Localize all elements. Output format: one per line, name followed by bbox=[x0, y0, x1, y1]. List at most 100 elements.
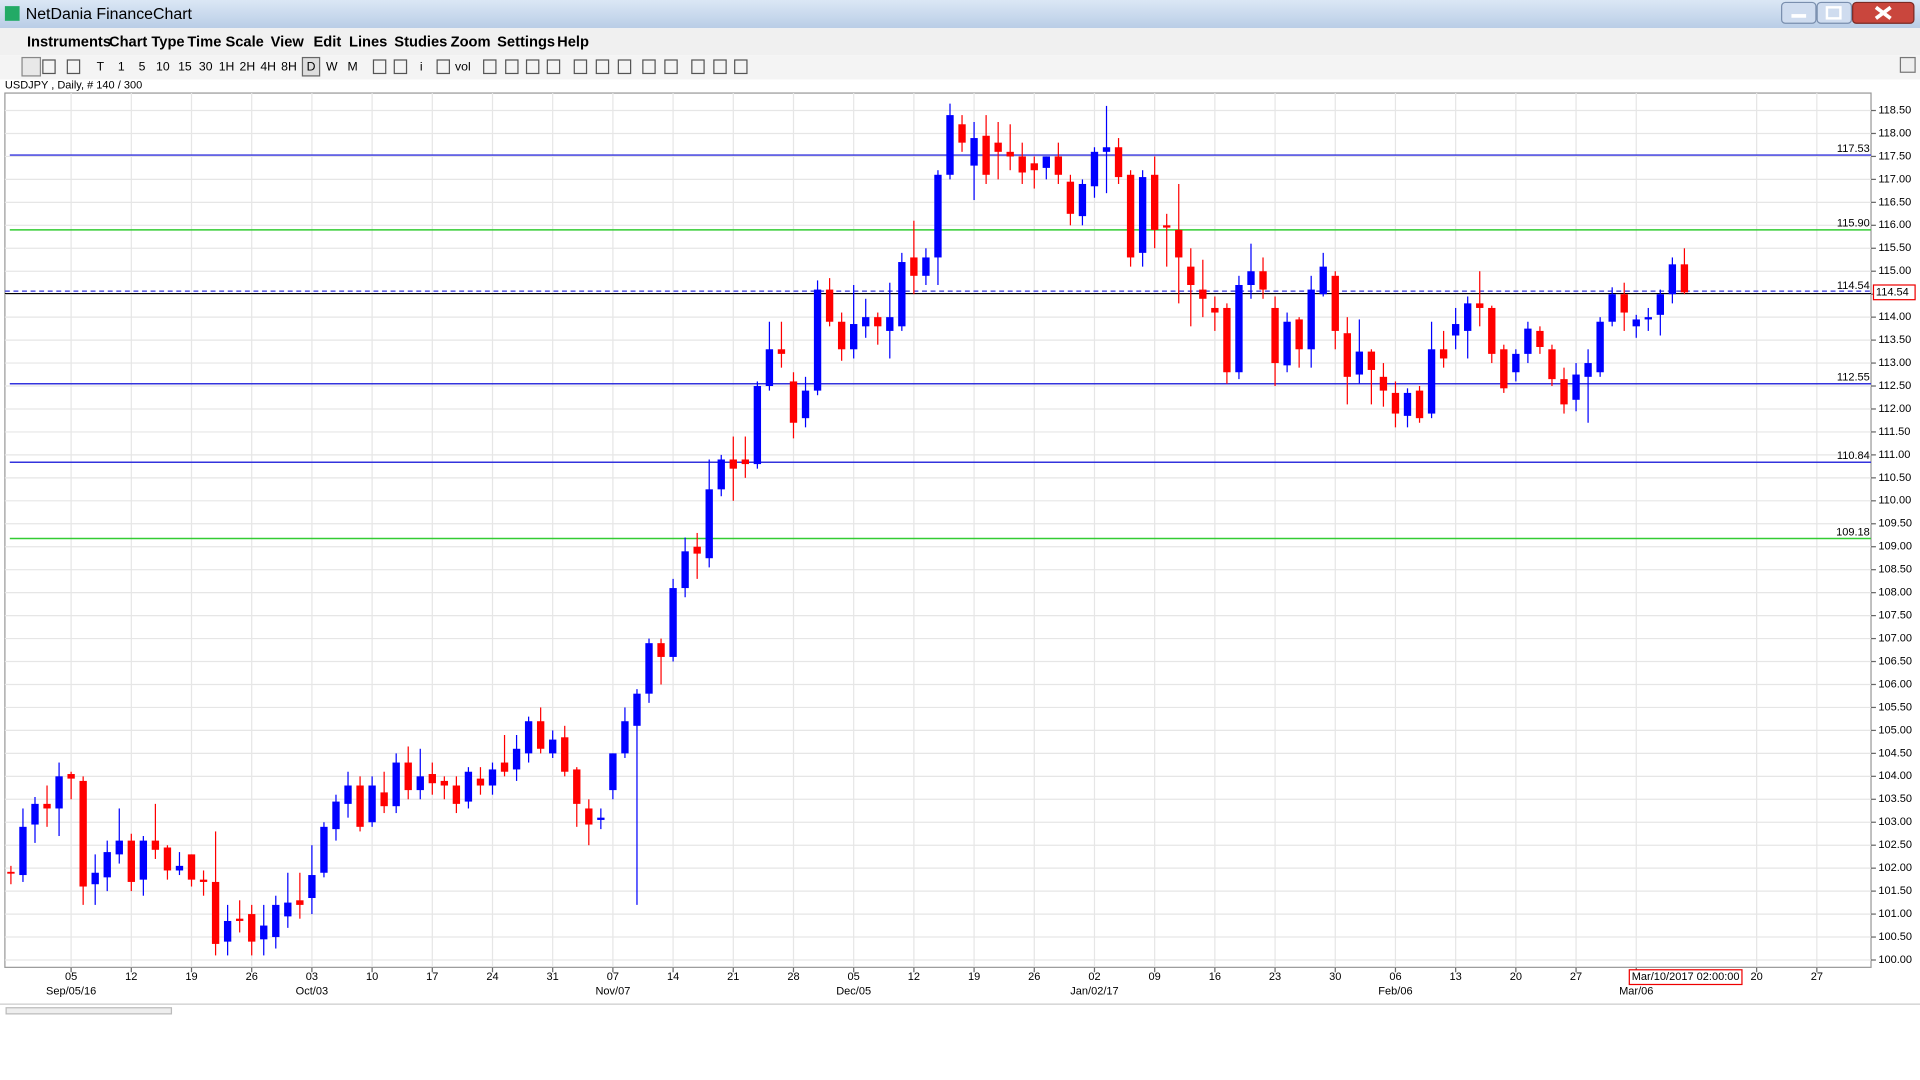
candle-body bbox=[1006, 151, 1014, 157]
toolbar-icon[interactable] bbox=[573, 59, 588, 75]
candle-body bbox=[55, 776, 63, 809]
y-tick-label: 100.00 bbox=[1878, 954, 1912, 966]
x-tick-sublabel: Dec/05 bbox=[836, 986, 871, 998]
x-tick-label: 19 bbox=[968, 971, 980, 983]
menu-item[interactable]: Zoom bbox=[451, 35, 491, 51]
toolbar-icon[interactable] bbox=[664, 59, 678, 75]
toolbar-icon[interactable] bbox=[372, 59, 387, 75]
x-tick-label: 27 bbox=[1570, 971, 1582, 983]
toolbar-icon[interactable] bbox=[617, 59, 632, 75]
toolbar-icon[interactable] bbox=[505, 59, 519, 75]
toolbar-icon[interactable] bbox=[691, 59, 705, 75]
menu-item[interactable]: Help bbox=[557, 35, 589, 51]
candle-body bbox=[934, 174, 942, 258]
toolbar-button[interactable]: M bbox=[348, 60, 358, 74]
candle-body bbox=[898, 262, 906, 327]
toolbar-icon[interactable] bbox=[525, 59, 540, 75]
toolbar-candle-icon[interactable] bbox=[21, 56, 42, 77]
candle-body bbox=[1512, 353, 1520, 373]
candle-body bbox=[922, 257, 930, 276]
menu-item[interactable]: Settings bbox=[497, 35, 555, 51]
candle-body bbox=[1307, 289, 1315, 350]
toolbar-button[interactable]: 8H bbox=[281, 60, 297, 74]
x-tick-label: 26 bbox=[1028, 971, 1040, 983]
toolbar-button[interactable]: 1 bbox=[118, 60, 125, 74]
x-tick-label: 20 bbox=[1510, 971, 1522, 983]
maximize-button[interactable] bbox=[1816, 1, 1853, 24]
toolbar-button[interactable]: 5 bbox=[139, 60, 146, 74]
candle-body bbox=[693, 546, 701, 554]
candle-body bbox=[741, 459, 750, 465]
candle-body bbox=[91, 872, 99, 885]
toolbar-icon[interactable] bbox=[546, 59, 561, 75]
candle-body bbox=[248, 914, 256, 942]
menu-item[interactable]: Instruments bbox=[27, 35, 111, 51]
axes: 100.00 100.50 101.00 101.50 102.00 102.50 103.… bbox=[46, 104, 1916, 998]
toolbar-panel-icon[interactable] bbox=[1899, 56, 1916, 73]
candle-body bbox=[368, 785, 376, 823]
menu-item[interactable]: Edit bbox=[313, 35, 341, 51]
toolbar-icon[interactable] bbox=[66, 59, 81, 75]
maximize-icon bbox=[1825, 6, 1842, 20]
candle-body bbox=[524, 721, 533, 754]
toolbar-button[interactable]: 4H bbox=[260, 60, 276, 74]
y-tick-label: 116.00 bbox=[1878, 219, 1911, 231]
toolbar-button[interactable]: D bbox=[307, 60, 316, 74]
toolbar-button[interactable]: W bbox=[326, 60, 338, 74]
candle-body bbox=[139, 840, 148, 880]
y-tick-label: 113.00 bbox=[1878, 357, 1911, 369]
toolbar-button[interactable]: 10 bbox=[156, 60, 170, 74]
candle-body bbox=[621, 721, 629, 754]
toolbar-icon[interactable] bbox=[734, 59, 748, 75]
candle-body bbox=[151, 840, 160, 850]
menu-item[interactable]: Studies bbox=[394, 35, 447, 51]
menu-item[interactable]: View bbox=[271, 35, 305, 51]
scroll-tab[interactable] bbox=[5, 1007, 173, 1015]
x-tick-label: 30 bbox=[1329, 971, 1341, 983]
toolbar-icon[interactable] bbox=[595, 59, 610, 75]
candle-body bbox=[476, 778, 485, 786]
toolbar-button[interactable]: T bbox=[97, 60, 105, 74]
candle-body bbox=[404, 762, 412, 791]
y-tick-label: 106.00 bbox=[1878, 678, 1912, 690]
toolbar-icon[interactable] bbox=[713, 59, 727, 75]
toolbar-button[interactable]: i bbox=[420, 60, 423, 74]
candle-body bbox=[585, 808, 593, 825]
x-tick-label: 17 bbox=[426, 971, 438, 983]
minimize-button[interactable] bbox=[1781, 1, 1817, 24]
candle-body bbox=[211, 881, 220, 944]
candle-body bbox=[260, 925, 268, 940]
menu-item[interactable]: Time Scale bbox=[187, 35, 263, 51]
toolbar-icon[interactable] bbox=[436, 59, 450, 75]
menu-item[interactable]: Chart Type bbox=[109, 35, 185, 51]
toolbar-button[interactable]: 1H bbox=[219, 60, 235, 74]
candle-body bbox=[1524, 328, 1532, 354]
toolbar-button[interactable]: 15 bbox=[178, 60, 192, 74]
y-tick-label: 117.00 bbox=[1878, 173, 1911, 185]
toolbar-button[interactable]: 2H bbox=[240, 60, 256, 74]
candle-body bbox=[452, 785, 461, 804]
candle-body bbox=[187, 854, 196, 880]
candle-body bbox=[332, 801, 340, 830]
candle-body bbox=[705, 489, 713, 559]
toolbar-button[interactable]: 30 bbox=[199, 60, 213, 74]
toolbar-button[interactable]: vol bbox=[455, 60, 471, 74]
candle-body bbox=[1211, 307, 1219, 313]
x-tick-label: 05 bbox=[65, 971, 77, 983]
candle-body bbox=[1584, 363, 1592, 377]
toolbar-icon[interactable] bbox=[42, 59, 56, 75]
y-tick-label: 108.50 bbox=[1878, 564, 1912, 576]
x-tick-label: 26 bbox=[246, 971, 258, 983]
menu-item[interactable]: Lines bbox=[349, 35, 387, 51]
candle-body bbox=[7, 871, 15, 874]
candle-body bbox=[994, 142, 1002, 152]
cursor-date-label: Mar/10/2017 02:00:00 bbox=[1632, 971, 1740, 983]
toolbar-icon[interactable] bbox=[483, 59, 497, 75]
candle-body bbox=[1066, 181, 1075, 214]
toolbar-icon[interactable] bbox=[642, 59, 656, 75]
candle-body bbox=[729, 459, 737, 469]
candle-body bbox=[1138, 177, 1147, 253]
toolbar-icon[interactable] bbox=[393, 59, 408, 75]
